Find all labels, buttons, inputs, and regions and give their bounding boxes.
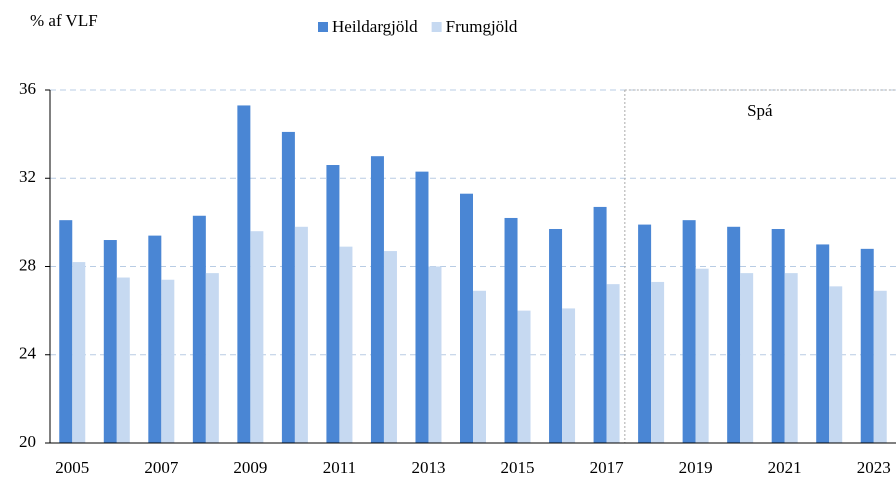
bar — [116, 277, 130, 443]
legend-swatch — [318, 22, 328, 32]
x-tick-label: 2005 — [55, 458, 89, 477]
bar — [549, 228, 563, 443]
bar — [740, 273, 754, 443]
bar — [237, 105, 251, 443]
bar — [873, 290, 887, 443]
bar — [103, 240, 117, 443]
x-tick-label: 2017 — [590, 458, 625, 477]
bar — [816, 244, 830, 443]
bar — [339, 246, 353, 443]
bar — [281, 131, 295, 443]
forecast-label: Spá — [747, 101, 773, 120]
y-tick-label: 36 — [19, 79, 36, 98]
legend-label: Heildargjöld — [332, 17, 418, 36]
bar — [593, 206, 607, 443]
bar — [294, 226, 308, 443]
y-tick-label: 32 — [19, 167, 36, 186]
bar — [517, 310, 531, 443]
x-tick-label: 2009 — [233, 458, 267, 477]
bar — [370, 156, 384, 443]
bar — [161, 279, 175, 443]
bar — [771, 228, 785, 443]
bar — [562, 308, 576, 443]
x-tick-label: 2019 — [679, 458, 713, 477]
bar — [606, 284, 620, 443]
bar — [460, 193, 473, 443]
legend-label: Frumgjöld — [446, 17, 518, 36]
bar — [504, 217, 518, 443]
bar — [473, 290, 486, 443]
bar — [682, 220, 696, 443]
x-tick-label: 2011 — [323, 458, 356, 477]
bar — [415, 171, 429, 443]
bar — [727, 226, 741, 443]
bar — [205, 273, 219, 443]
bar — [72, 262, 86, 443]
x-tick-label: 2015 — [501, 458, 535, 477]
bar — [784, 273, 798, 443]
bar — [326, 165, 340, 443]
y-tick-label: 24 — [19, 344, 37, 363]
bar — [651, 281, 665, 443]
x-tick-label: 2023 — [857, 458, 891, 477]
y-unit-label: % af VLF — [30, 11, 98, 30]
x-tick-label: 2007 — [144, 458, 179, 477]
bar — [638, 224, 652, 443]
y-tick-label: 28 — [19, 255, 36, 274]
legend-swatch — [431, 22, 442, 32]
x-tick-label: 2013 — [411, 458, 445, 477]
bar — [829, 286, 843, 443]
x-tick-label: 2021 — [768, 458, 802, 477]
bar — [695, 268, 709, 443]
bar — [59, 220, 73, 443]
bar — [250, 231, 264, 443]
bar — [860, 248, 874, 443]
y-tick-label: 20 — [19, 432, 36, 451]
bar — [383, 251, 397, 443]
bar — [192, 215, 206, 443]
bar — [428, 266, 442, 443]
bar — [148, 235, 162, 443]
